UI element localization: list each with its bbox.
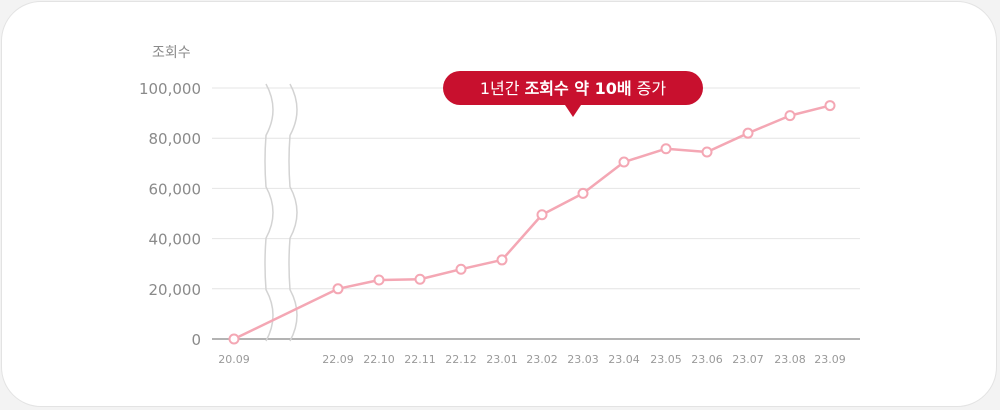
data-point [742,127,754,139]
x-tick-label: 23.09 [814,353,846,366]
y-axis-label: 조회수 [152,45,191,61]
axis-break [264,83,298,342]
svg-text:1년간 조회수 약 10배 증가: 1년간 조회수 약 10배 증가 [480,79,667,98]
x-tick-label: 22.12 [445,353,477,366]
data-point [228,333,240,345]
x-tick-label: 22.09 [322,353,354,366]
data-point [577,187,589,199]
data-point [660,143,672,155]
data-point [373,274,385,286]
series-line [233,104,831,341]
y-tick-label: 100,000 [139,80,201,98]
data-point [332,283,344,295]
x-tick-label: 22.11 [404,353,436,366]
data-point [784,110,796,122]
y-tick-label: 40,000 [149,231,202,249]
x-tick-label: 20.09 [218,353,250,366]
data-point [536,209,548,221]
y-tick-label: 80,000 [149,130,202,148]
x-tick-label: 22.10 [363,353,395,366]
data-point [455,263,467,275]
axis-break-line [264,83,274,342]
x-tick-label: 23.06 [691,353,723,366]
callout-bubble: 1년간 조회수 약 10배 증가 [443,71,703,117]
x-tick-label: 23.03 [567,353,599,366]
data-point [824,100,836,112]
x-tick-label: 23.02 [526,353,558,366]
data-point [496,254,508,266]
callout-emphasis: 조회수 약 10배 [525,79,632,98]
data-point [414,273,426,285]
x-tick-label: 23.04 [608,353,640,366]
y-tick-labels: 0 20,000 40,000 60,000 80,000 100,000 [139,80,201,349]
callout-prefix: 1년간 [480,79,525,98]
y-tick-label: 60,000 [149,180,202,198]
y-tick-label: 0 [191,331,201,349]
x-tick-label: 23.08 [774,353,806,366]
x-tick-labels: 20.09 22.09 22.10 22.11 22.12 23.01 23.02 23.03… [218,353,846,366]
axis-break-line [288,83,298,342]
callout-suffix: 증가 [632,79,667,98]
data-point [701,146,713,158]
x-tick-label: 23.01 [486,353,518,366]
x-tick-label: 23.07 [732,353,764,366]
data-point [618,156,630,168]
x-tick-label: 23.05 [650,353,682,366]
series-polyline [233,104,831,341]
data-points [228,100,836,345]
y-tick-label: 20,000 [149,281,202,299]
